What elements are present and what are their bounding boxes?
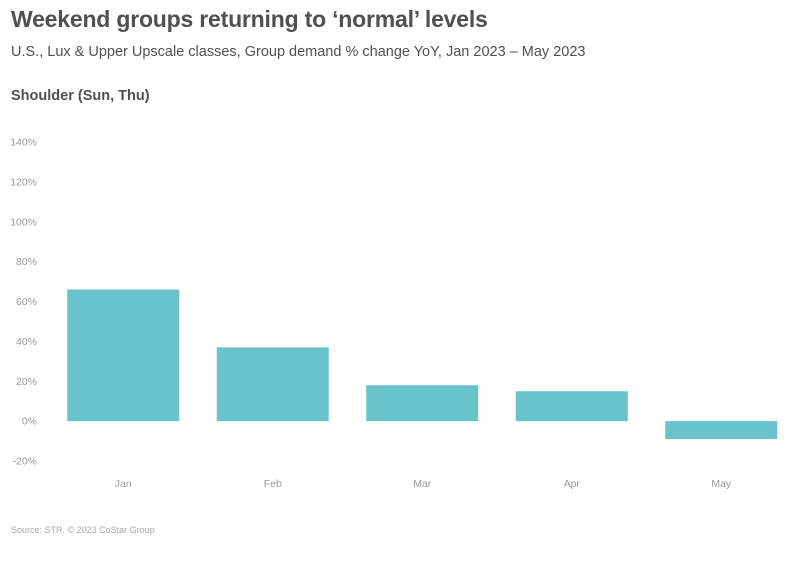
x-axis-ticks: Jan Feb Mar Apr May (115, 478, 732, 490)
bars (67, 289, 778, 440)
x-tick-label: Apr (564, 478, 581, 490)
y-tick-label: 40% (16, 336, 37, 348)
panel-title: Shoulder (Sun, Thu) (11, 88, 150, 104)
y-tick-label: 0% (22, 416, 37, 428)
bar-mar (366, 385, 479, 422)
x-tick-label: May (711, 478, 732, 490)
x-tick-label: Jan (115, 478, 132, 490)
bar-may (665, 421, 778, 440)
bar-apr (515, 391, 628, 422)
y-tick-label: 120% (10, 176, 37, 188)
y-tick-label: 100% (10, 216, 37, 228)
chart-title: Weekend groups returning to ‘normal’ lev… (11, 6, 488, 32)
y-tick-label: 140% (10, 137, 37, 149)
y-axis-ticks: -20% 0% 20% 40% 60% 80% 100% 120% 140% (10, 137, 37, 468)
x-tick-label: Feb (264, 478, 282, 490)
y-tick-label: 60% (16, 296, 37, 308)
chart-subtitle: U.S., Lux & Upper Upscale classes, Group… (11, 44, 586, 60)
y-tick-label: 80% (16, 256, 37, 268)
y-tick-label: 20% (16, 376, 37, 388)
bar-feb (216, 347, 329, 422)
source-note: Source: STR. © 2023 CoStar Group (11, 525, 155, 535)
y-tick-label: -20% (12, 456, 37, 468)
bar-jan (67, 289, 180, 422)
x-tick-label: Mar (413, 478, 432, 490)
